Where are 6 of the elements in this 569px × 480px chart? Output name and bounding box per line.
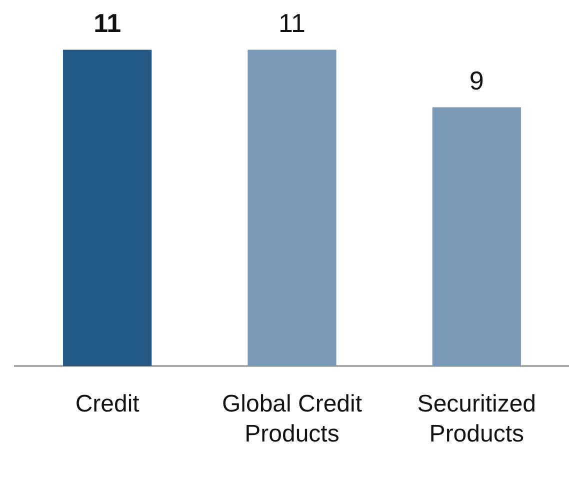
x-tick-label: Credit	[75, 390, 140, 418]
data-label: 9	[469, 65, 484, 96]
data-label: 11	[94, 8, 122, 38]
data-label: 11	[278, 8, 306, 38]
x-tick-label: Global Credit Products	[222, 390, 362, 448]
x-tick-label: Securitized Products	[417, 390, 536, 448]
